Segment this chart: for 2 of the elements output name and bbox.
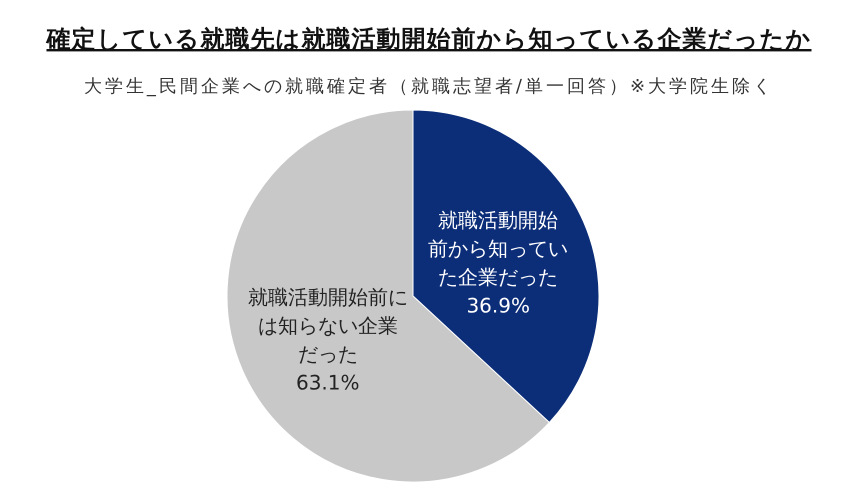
title: 確定している就職先は就職活動開始前から知っている企業だったか [46, 25, 812, 53]
subtitle: 大学生_民間企業への就職確定者（就職志望者/単一回答）※大学院生除く [84, 76, 774, 97]
